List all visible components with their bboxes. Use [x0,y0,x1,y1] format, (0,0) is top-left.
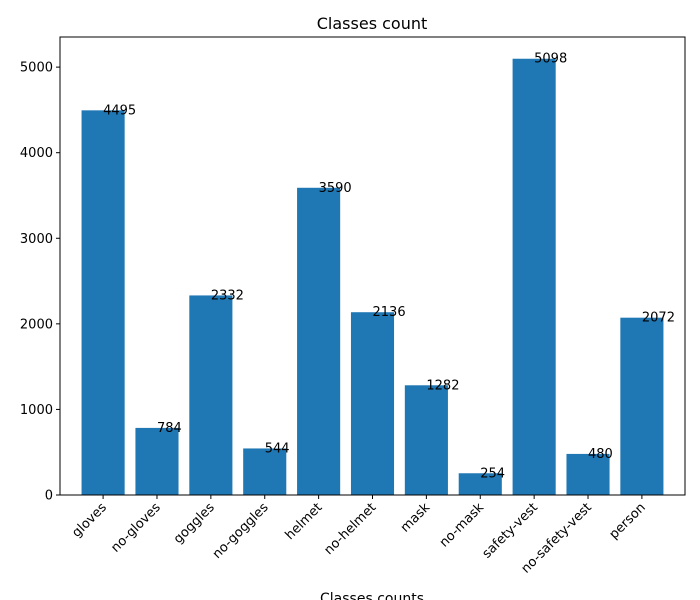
bar-gloves [81,110,125,495]
x-tick-label-gloves: gloves [69,500,110,541]
x-tick-label-no-helmet: no-helmet [322,500,380,558]
data-label-no-safety-vest: 480 [588,447,613,462]
x-tick-label-no-goggles: no-goggles [210,500,272,562]
bar-mask [404,385,448,495]
bar-helmet [297,187,341,495]
bar-no-helmet [350,312,395,495]
data-label-no-gloves: 784 [157,421,182,436]
data-label-goggles: 2332 [211,288,244,303]
y-tick-label-3000: 3000 [20,232,53,247]
y-axis: 0 1000 2000 3000 4000 5000 [20,61,60,504]
bar-goggles [189,295,233,495]
data-label-no-goggles: 544 [265,441,290,456]
x-tick-label-helmet: helmet [283,500,326,543]
x-axis-title: Classes counts [320,591,424,600]
chart-title: Classes count [317,14,428,33]
data-label-mask: 1282 [426,378,459,393]
y-tick-label-1000: 1000 [20,403,53,418]
bars-group [81,58,664,496]
data-label-no-mask: 254 [480,466,505,481]
bar-no-gloves [135,427,179,495]
x-tick-label-goggles: goggles [171,500,218,547]
y-tick-label-0: 0 [45,489,53,504]
x-tick-label-no-gloves: no-gloves [108,500,164,556]
data-label-helmet: 3590 [319,181,352,196]
bar-safety-vest [512,58,556,496]
data-label-safety-vest: 5098 [534,52,567,67]
x-tick-label-no-mask: no-mask [437,500,488,551]
x-tick-label-person: person [607,500,649,542]
x-tick-label-mask: mask [398,500,434,536]
bar-no-safety-vest [566,453,610,495]
data-label-person: 2072 [642,311,675,326]
plot-frame [59,36,686,496]
data-label-no-helmet: 2136 [373,305,406,320]
y-tick-label-2000: 2000 [20,317,53,332]
y-tick-label-5000: 5000 [20,61,53,76]
bar-no-mask [458,473,502,495]
data-label-gloves: 4495 [103,103,136,118]
bar-no-goggles [243,448,287,495]
y-tick-label-4000: 4000 [20,146,53,161]
data-labels-group: 4495 784 2332 544 3590 2136 1282 254 5098 480 2072 [103,52,675,482]
bar-person [620,317,664,495]
